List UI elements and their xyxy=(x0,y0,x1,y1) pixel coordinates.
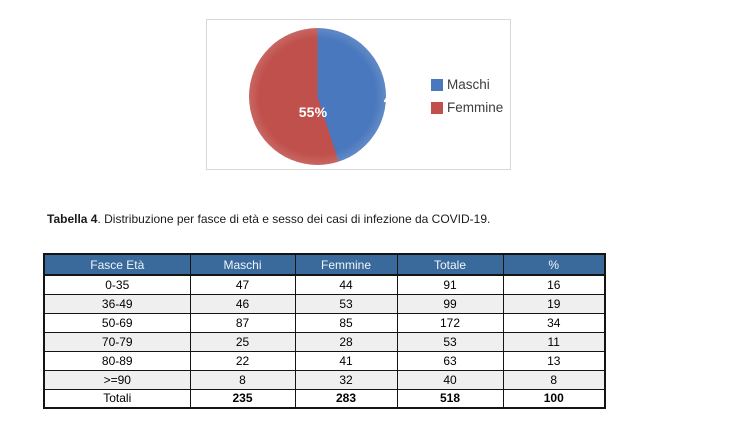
cell-totale: 53 xyxy=(396,331,504,352)
cell-totale: 40 xyxy=(396,369,504,390)
cell-totals-femmine: 283 xyxy=(294,388,398,409)
cell-totals-label: Totali xyxy=(43,388,191,409)
cell-maschi: 46 xyxy=(189,293,296,314)
legend-item-femmine: Femmine xyxy=(431,100,503,115)
legend-label-maschi: Maschi xyxy=(447,77,490,92)
cell-maschi: 87 xyxy=(189,312,296,333)
cell-totale: 91 xyxy=(396,274,504,295)
table-row: 0-35 47 44 91 16 xyxy=(43,274,606,295)
cell-femmine: 44 xyxy=(294,274,398,295)
pie-chart: 45% 55% xyxy=(249,28,412,165)
header-maschi: Maschi xyxy=(189,253,296,276)
cell-totale: 172 xyxy=(396,312,504,333)
table-row: >=90 8 32 40 8 xyxy=(43,369,606,390)
cell-percent: 19 xyxy=(502,293,606,314)
cell-maschi: 22 xyxy=(189,350,296,371)
table-row: 50-69 87 85 172 34 xyxy=(43,312,606,333)
table-caption-text: . Distribuzione per fasce di età e sesso… xyxy=(97,212,491,226)
pie-chart-panel: 45% 55% Maschi Femmine xyxy=(206,19,511,170)
table-row: 80-89 22 41 63 13 xyxy=(43,350,606,371)
cell-femmine: 53 xyxy=(294,293,398,314)
cell-maschi: 25 xyxy=(189,331,296,352)
header-totale: Totale xyxy=(396,253,504,276)
table-caption: Tabella 4. Distribuzione per fasce di et… xyxy=(47,212,490,226)
table-totals-row: Totali 235 283 518 100 xyxy=(43,388,606,409)
cell-totale: 99 xyxy=(396,293,504,314)
cell-totals-percent: 100 xyxy=(502,388,606,409)
chart-legend: Maschi Femmine xyxy=(431,77,503,115)
cell-age-range: 36-49 xyxy=(43,293,191,314)
cell-percent: 13 xyxy=(502,350,606,371)
pie-slice-label-femmine: 55% xyxy=(298,104,328,120)
cell-percent: 11 xyxy=(502,331,606,352)
cell-age-range: 80-89 xyxy=(43,350,191,371)
age-sex-distribution-table: Fasce Età Maschi Femmine Totale % 0-35 4… xyxy=(43,253,606,409)
cell-percent: 34 xyxy=(502,312,606,333)
cell-totals-maschi: 235 xyxy=(189,388,296,409)
cell-maschi: 8 xyxy=(189,369,296,390)
header-percent: % xyxy=(502,253,606,276)
cell-percent: 8 xyxy=(502,369,606,390)
cell-age-range: >=90 xyxy=(43,369,191,390)
cell-percent: 16 xyxy=(502,274,606,295)
cell-maschi: 47 xyxy=(189,274,296,295)
cell-femmine: 85 xyxy=(294,312,398,333)
table-row: 36-49 46 53 99 19 xyxy=(43,293,606,314)
table-header-row: Fasce Età Maschi Femmine Totale % xyxy=(43,253,606,276)
header-fasce-eta: Fasce Età xyxy=(43,253,191,276)
cell-age-range: 50-69 xyxy=(43,312,191,333)
legend-swatch-maschi-icon xyxy=(431,78,443,91)
cell-age-range: 70-79 xyxy=(43,331,191,352)
pie-slice-label-maschi: 45% xyxy=(383,91,413,107)
table-caption-number: Tabella 4 xyxy=(47,212,98,226)
cell-totale: 63 xyxy=(396,350,504,371)
table-row: 70-79 25 28 53 11 xyxy=(43,331,606,352)
header-femmine: Femmine xyxy=(294,253,398,276)
cell-age-range: 0-35 xyxy=(43,274,191,295)
cell-femmine: 41 xyxy=(294,350,398,371)
cell-femmine: 28 xyxy=(294,331,398,352)
legend-swatch-femmine-icon xyxy=(431,101,443,114)
cell-totals-totale: 518 xyxy=(396,388,504,409)
legend-label-femmine: Femmine xyxy=(447,100,504,115)
cell-femmine: 32 xyxy=(294,369,398,390)
legend-item-maschi: Maschi xyxy=(431,77,503,92)
